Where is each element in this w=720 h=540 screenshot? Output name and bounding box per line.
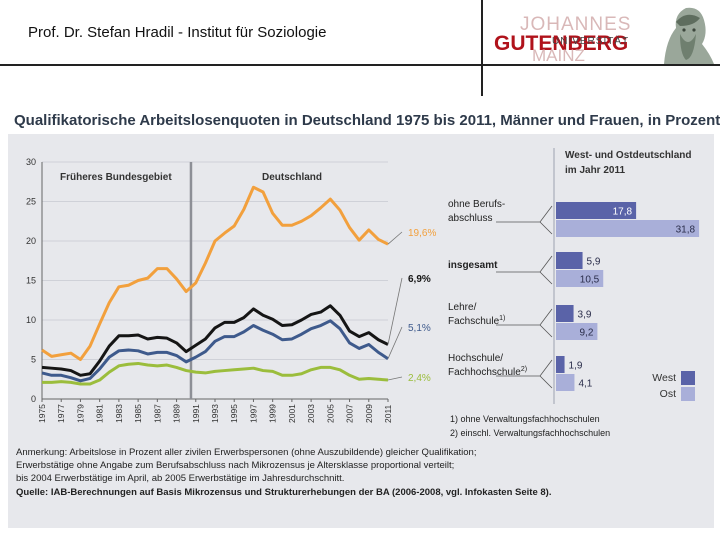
bar-category-label: Hochschule/ — [448, 353, 503, 364]
bar-ost — [556, 220, 700, 237]
chart-title-bar — [8, 104, 714, 134]
series-end-label: 5,1% — [408, 323, 431, 334]
bar-value-label: 9,2 — [579, 328, 593, 339]
y-tick-label: 30 — [26, 157, 36, 167]
bar-west — [556, 356, 565, 373]
bar-value-label: 31,8 — [676, 225, 696, 236]
series-line-0 — [41, 185, 389, 361]
header-divider — [0, 64, 720, 66]
bar-category-label: Lehre/ — [448, 302, 477, 313]
x-tick-label: 1995 — [229, 404, 239, 423]
page-header-title: Prof. Dr. Stefan Hradil - Institut für S… — [28, 24, 327, 41]
category-bracket — [496, 308, 553, 338]
notes: Anmerkung: Arbeitslose in Prozent aller … — [16, 446, 551, 499]
bar-west — [556, 305, 574, 322]
bar-category-label: Fachhochschule2) — [448, 366, 527, 378]
bar-value-label: 10,5 — [580, 275, 600, 286]
end-label-leader — [387, 326, 403, 359]
series-line-2 — [41, 319, 389, 383]
y-tick-label: 25 — [26, 197, 36, 207]
y-tick-label: 0 — [31, 394, 36, 404]
x-tick-label: 1985 — [133, 404, 143, 423]
legend-swatch — [681, 371, 695, 385]
x-tick-label: 1987 — [152, 404, 162, 423]
y-tick-label: 5 — [31, 355, 36, 365]
series-line-1 — [41, 304, 389, 377]
y-tick-label: 20 — [26, 236, 36, 246]
bar-ost — [556, 270, 604, 287]
legend-label: West — [652, 372, 676, 384]
bar-category-label: abschluss — [448, 213, 492, 224]
legend-swatch — [681, 387, 695, 401]
series-line-3 — [42, 361, 389, 386]
bar-ost — [556, 374, 575, 391]
note-line-3: bis 2004 Erwerbstätige im April, ab 2005… — [16, 473, 345, 485]
note-line-1: Anmerkung: Arbeitslose in Prozent aller … — [16, 447, 477, 458]
bar-category-label: insgesamt — [448, 260, 498, 271]
region-label-west: Früheres Bundesgebiet — [60, 172, 172, 183]
bar-chart-title-line-1: West- und Ostdeutschland — [565, 150, 692, 161]
x-tick-label: 2003 — [306, 404, 316, 423]
x-tick-label: 2011 — [383, 404, 393, 423]
x-tick-label: 1993 — [210, 404, 220, 423]
bar-category-label: Fachschule1) — [448, 315, 505, 327]
bar-value-label: 1,9 — [569, 361, 583, 372]
series-end-label: 19,6% — [408, 228, 436, 239]
logo-line-mainz: MAINZ — [532, 46, 585, 65]
bar-west — [556, 202, 637, 219]
bar-value-label: 5,9 — [587, 257, 601, 268]
x-tick-label: 1991 — [191, 404, 201, 423]
bar-chart-title-line-2: im Jahr 2011 — [565, 165, 625, 176]
logo-line-gutenberg: GUTENBERG — [494, 32, 629, 55]
bar-category-label: ohne Berufs- — [448, 199, 505, 210]
category-bracket — [496, 255, 553, 285]
series-end-label: 2,4% — [408, 373, 431, 384]
y-tick-label: 15 — [26, 276, 36, 286]
category-superscript: 2) — [521, 366, 527, 373]
x-tick-label: 1979 — [75, 404, 85, 423]
bar-west — [556, 252, 583, 269]
x-tick-label: 2009 — [364, 404, 374, 423]
x-tick-label: 1983 — [114, 404, 124, 423]
x-tick-label: 1981 — [95, 404, 105, 423]
logo-line-universitaet: UNIVERSITÄT — [552, 36, 630, 47]
region-label-germany: Deutschland — [262, 172, 322, 183]
footnotes: 1) ohne Verwaltungsfachhochschulen 2) ei… — [450, 412, 610, 440]
x-tick-label: 1989 — [172, 404, 182, 423]
x-tick-label: 1975 — [37, 404, 47, 423]
chart-title: Qualifikatorische Arbeitslosenquoten in … — [14, 112, 720, 129]
category-superscript: 1) — [499, 315, 505, 322]
x-tick-label: 2005 — [325, 404, 335, 423]
note-source: Quelle: IAB-Berechnungen auf Basis Mikro… — [16, 486, 552, 498]
y-tick-label: 10 — [26, 315, 36, 325]
x-tick-label: 1997 — [248, 404, 258, 423]
x-tick-label: 2007 — [345, 404, 355, 423]
category-bracket — [496, 359, 553, 389]
bar-value-label: 17,8 — [613, 207, 633, 218]
bar-value-label: 4,1 — [578, 379, 592, 390]
university-logo: JOHANNES GUTENBERG UNIVERSITÄT MAINZ — [492, 14, 630, 65]
bar-value-label: 3,9 — [578, 310, 592, 321]
series-end-label: 6,9% — [408, 274, 431, 285]
header-vertical-divider — [481, 0, 483, 96]
footnote-2: 2) einschl. Verwaltungsfachhochschulen — [450, 428, 611, 438]
gutenberg-portrait-icon — [650, 0, 720, 64]
x-tick-label: 1999 — [268, 404, 278, 423]
x-tick-label: 2001 — [287, 404, 297, 423]
category-bracket — [496, 205, 553, 235]
end-label-leader — [387, 376, 403, 381]
note-line-2: Erwerbstätige ohne Angabe zum Berufsabsc… — [16, 460, 455, 472]
bar-ost — [556, 323, 598, 340]
footnote-1: 1) ohne Verwaltungsfachhochschulen — [450, 414, 600, 424]
end-label-leader — [387, 231, 403, 245]
end-label-leader — [387, 277, 403, 345]
logo-line-johannes: JOHANNES — [520, 14, 632, 35]
legend-label: Ost — [660, 388, 676, 400]
x-tick-label: 1977 — [56, 404, 66, 423]
chart-panel — [8, 104, 714, 528]
